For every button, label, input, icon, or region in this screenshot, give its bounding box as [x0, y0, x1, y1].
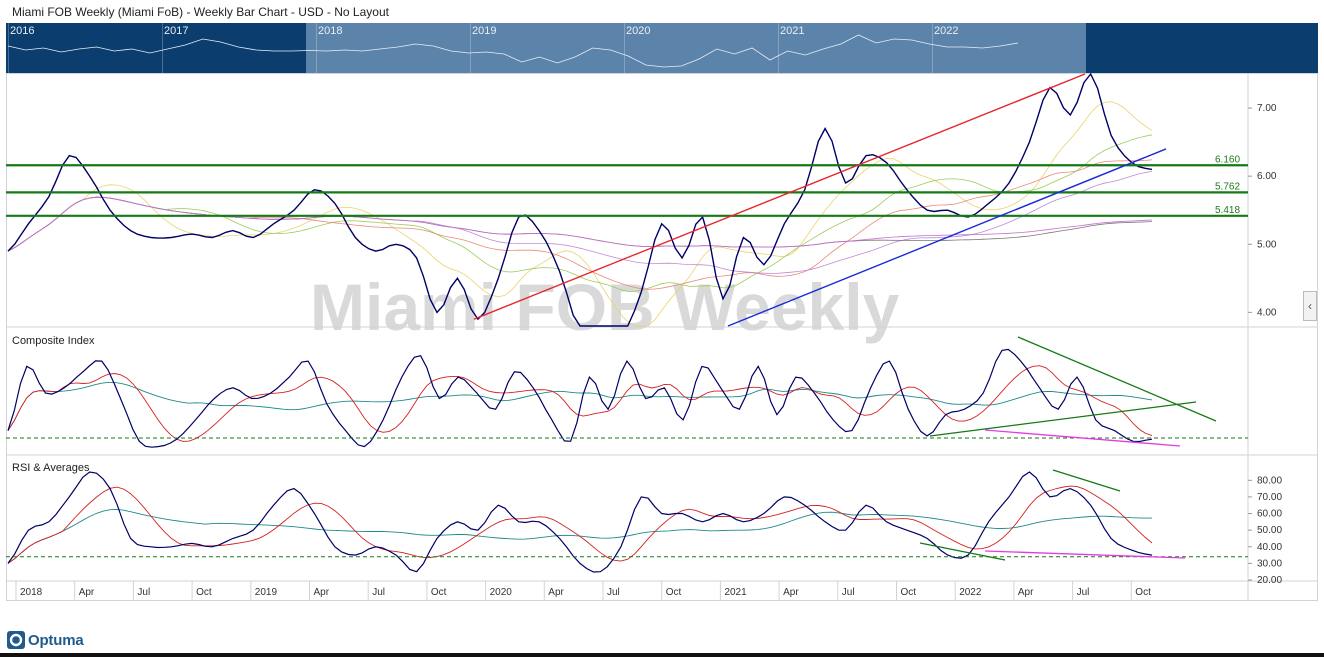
x-axis-tick-label: Apr: [314, 587, 330, 598]
x-axis-tick-label: 2018: [20, 587, 43, 598]
x-axis-tick-label: Apr: [1018, 587, 1034, 598]
rsi-pane: RSI & Averages 20.00 30.00 40.00 50.00 60.00…: [6, 462, 1282, 586]
rsi-y-tick-label: 30.00: [1257, 558, 1282, 569]
navigator-year-label: 2016: [10, 25, 35, 37]
navigator-year-label: 2017: [164, 25, 189, 37]
navigator-year-tick: [8, 23, 9, 73]
rsi-trendline: [919, 542, 1006, 561]
rsi-pane-label: RSI & Averages: [12, 462, 90, 474]
x-axis-tick-label: Apr: [548, 587, 564, 598]
price-y-tick-label: 4.00: [1257, 307, 1277, 318]
composite-trendline: [929, 401, 1197, 437]
composite-divergence-line: [984, 429, 1181, 447]
price-y-tick-label: 5.00: [1257, 239, 1277, 250]
navigator-year-tick: [470, 23, 471, 73]
navigator-year-label: 2021: [780, 25, 805, 37]
x-axis-tick-label: 2021: [724, 587, 747, 598]
composite-series-line: [7, 381, 1153, 431]
rsi-y-tick-label: 40.00: [1257, 542, 1282, 553]
x-axis-tick-label: Oct: [666, 587, 682, 598]
rsi-divergence-line: [984, 550, 1186, 559]
rsi-series-line: [7, 485, 1153, 564]
navigator-overview-line: [7, 34, 1019, 68]
x-axis-tick-label: Oct: [196, 587, 212, 598]
x-axis-tick-label: Oct: [901, 587, 917, 598]
navigator-year-label: 2020: [626, 25, 651, 37]
x-axis-tick-label: 2019: [255, 587, 278, 598]
trendline: [727, 148, 1167, 327]
composite-pane-label: Composite Index: [12, 335, 95, 347]
rsi-y-tick-label: 60.00: [1257, 509, 1282, 520]
navigator-year-tick: [778, 23, 779, 73]
rsi-y-tick-label: 70.00: [1257, 492, 1282, 503]
x-axis-tick-label: Jul: [607, 587, 620, 598]
x-axis-tick-label: Apr: [79, 587, 95, 598]
x-axis-tick-label: 2020: [490, 587, 513, 598]
price-y-tick-label: 7.00: [1257, 103, 1277, 114]
price-moving-average: [7, 134, 1153, 292]
rsi-trendline: [1052, 469, 1121, 492]
composite-series-line: [7, 348, 1153, 448]
price-moving-average: [7, 196, 1153, 252]
price-y-tick-label: 6.00: [1257, 171, 1277, 182]
bottom-bar: [0, 653, 1324, 657]
rsi-y-tick-label: 50.00: [1257, 525, 1282, 536]
time-navigator[interactable]: 2016 2017 2018 2019 2020 2021 2022: [6, 23, 1318, 73]
collapse-panel-button[interactable]: ‹: [1303, 291, 1317, 321]
x-axis: 2018 Apr Jul Oct 2019 Apr Jul Oct 2020 Apr Jul Oct 2…: [15, 581, 1151, 601]
chart-title: Miami FOB Weekly (Miami FoB) - Weekly Ba…: [12, 5, 389, 19]
x-axis-tick-label: 2022: [959, 587, 982, 598]
x-axis-tick-label: Jul: [1077, 587, 1090, 598]
rsi-series-line: [7, 471, 1153, 573]
navigator-window[interactable]: [306, 23, 1086, 73]
x-axis-tick-label: Jul: [137, 587, 150, 598]
watermark: Miami FOB Weekly: [310, 270, 900, 344]
x-axis-tick-label: Oct: [1135, 587, 1151, 598]
navigator-year-label: 2022: [934, 25, 959, 37]
price-pane: 6.160 5.762 5.418 4.00 5.00 6.00 7.00: [6, 72, 1277, 327]
navigator-year-tick: [316, 23, 317, 73]
composite-series-line: [7, 365, 1153, 442]
brand-logo: Optuma: [7, 630, 84, 650]
navigator-year-tick: [162, 23, 163, 73]
level-label: 6.160: [1215, 154, 1240, 165]
composite-trendline: [1017, 336, 1217, 422]
navigator-year-label: 2018: [318, 25, 343, 37]
brand-name: Optuma: [28, 631, 84, 649]
level-label: 5.418: [1215, 205, 1240, 216]
price-moving-average: [7, 171, 1153, 274]
navigator-year-tick: [932, 23, 933, 73]
x-axis-tick-label: Jul: [842, 587, 855, 598]
x-axis-tick-label: Oct: [431, 587, 447, 598]
navigator-year-tick: [624, 23, 625, 73]
trendline: [473, 73, 1086, 320]
level-label: 5.762: [1215, 181, 1240, 192]
x-axis-tick-label: Apr: [783, 587, 799, 598]
x-axis-tick-label: Jul: [372, 587, 385, 598]
rsi-y-tick-label: 20.00: [1257, 575, 1282, 586]
rsi-y-tick-label: 80.00: [1257, 475, 1282, 486]
optuma-logo-icon: [7, 631, 25, 649]
navigator-year-label: 2019: [472, 25, 497, 37]
composite-pane: Composite Index: [6, 335, 1248, 448]
